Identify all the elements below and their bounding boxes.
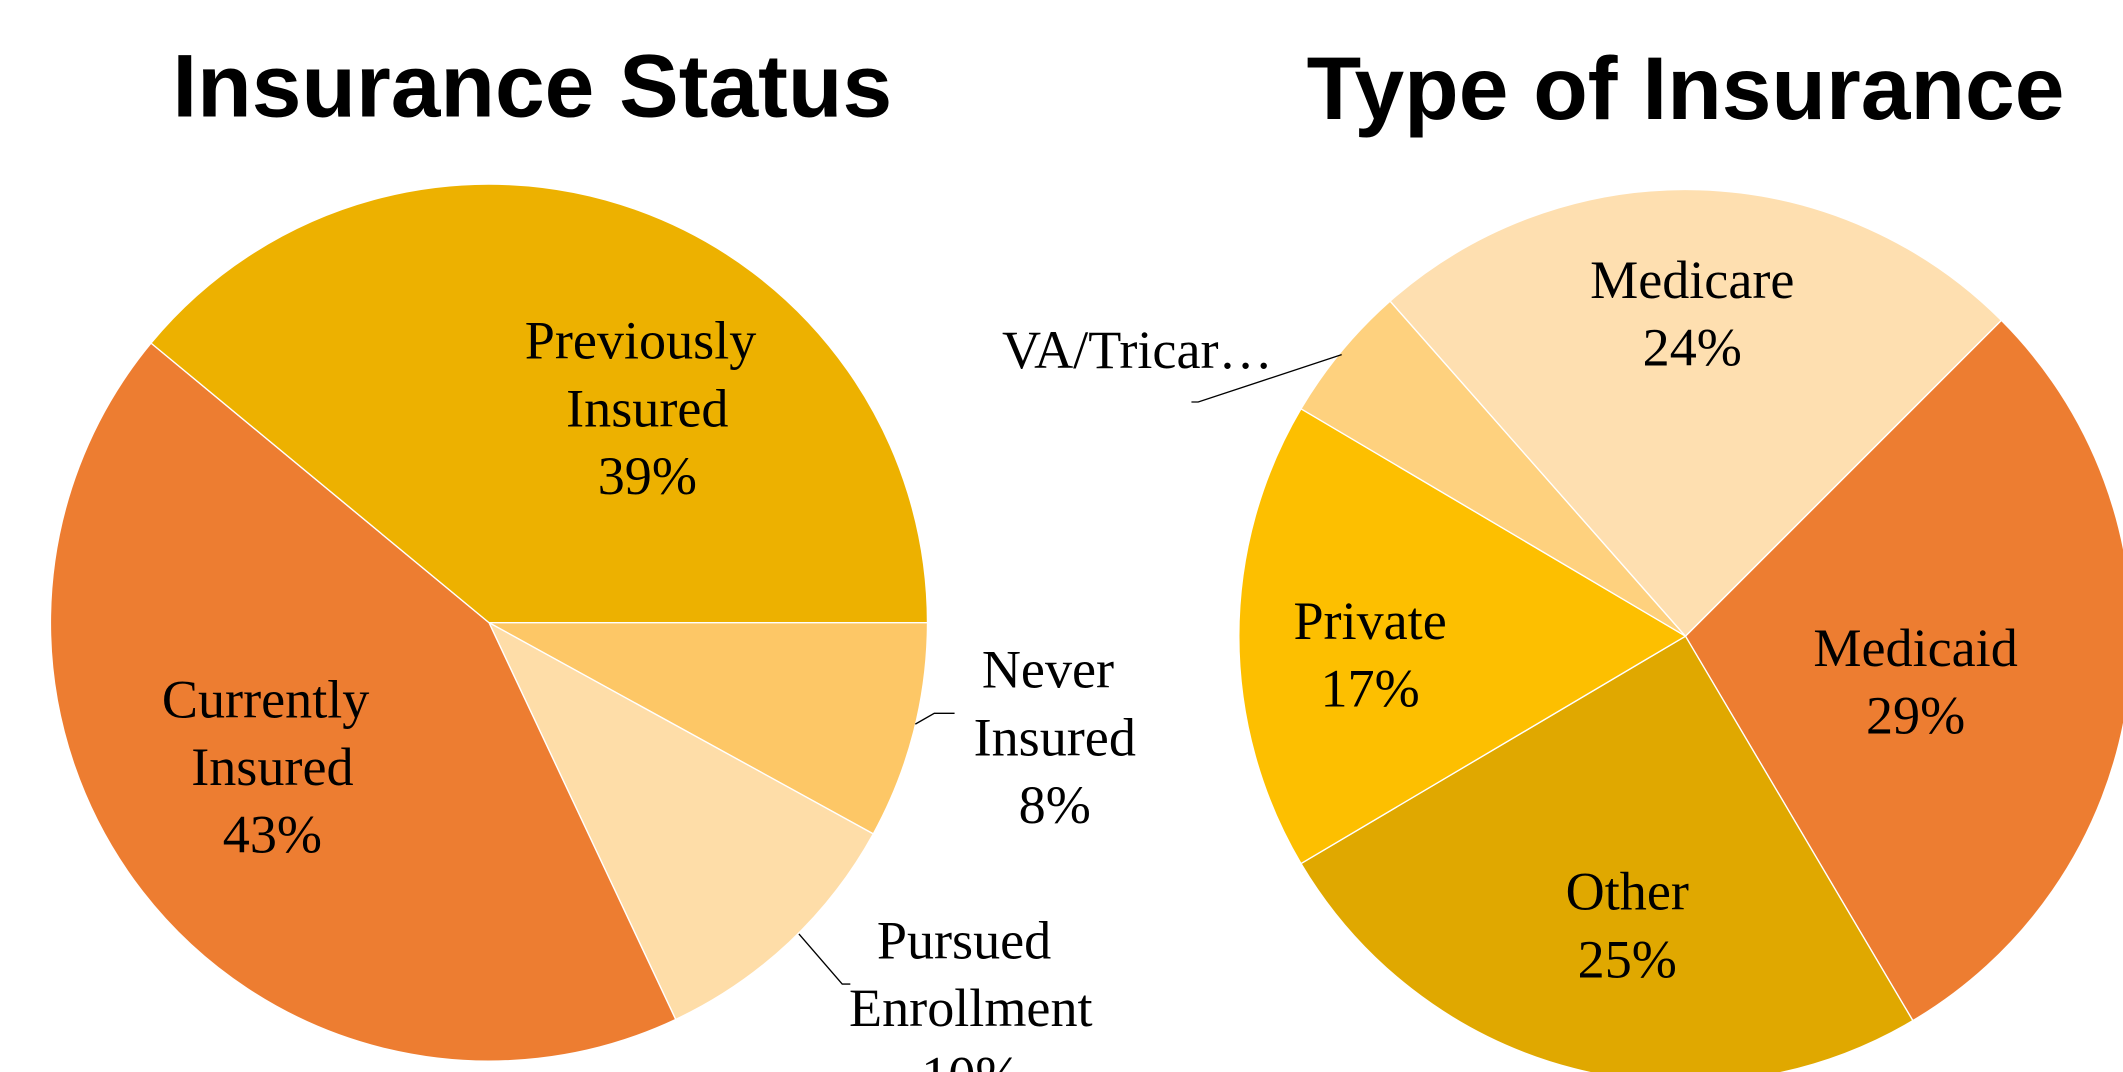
slice-label: Currently Insured [162,669,383,797]
slice-label: Medicare [1590,250,1794,310]
slice-label: Never Insured [974,640,1136,768]
chart-title: Insurance Status [172,35,892,135]
slice-value-label: 43% [223,805,322,865]
pie-slice [150,183,929,624]
slice-label: Medicaid [1813,618,2017,678]
slice-label: VA/Tricar… [1002,320,1273,380]
slice-label: Previously Insured [525,311,770,439]
pie-slice [1238,407,1687,865]
slice-label: Private [1293,591,1446,651]
slice-value-label: 24% [1643,317,1742,377]
chart-title: Type of Insurance [1307,38,2065,138]
slice-value-label: 17% [1320,659,1419,719]
slice-label: Pursued Enrollment [849,910,1093,1038]
pie-slice [488,621,929,835]
pie-slice [487,621,875,1021]
leader-line [798,933,851,985]
slice-value-label: 39% [598,446,697,506]
leader-line [914,712,955,725]
pie-slice [1684,319,2123,1022]
pie-slice [49,342,677,1062]
slice-value-label: 10% [921,1046,1020,1072]
slice-label: Other [1566,862,1689,922]
slice-value-label: 25% [1578,929,1677,989]
leader-line [1191,353,1342,403]
pie-slice [1300,635,1914,1072]
slice-value-label: 8% [1019,775,1091,835]
slice-value-label: 29% [1866,686,1965,746]
pie-slice [1389,188,2003,638]
